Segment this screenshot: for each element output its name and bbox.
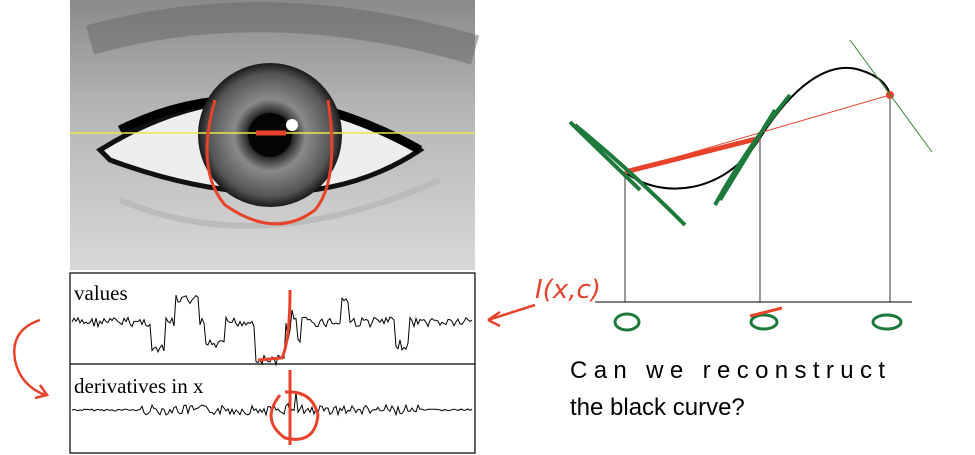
caption: Can we reconstruct [570, 357, 885, 384]
eye-photo [70, 0, 475, 270]
slide: values derivatives in x I(x,c) Can we re… [0, 0, 975, 455]
handwritten-label: I(x,c) [535, 275, 601, 305]
curve-diagram [570, 40, 932, 330]
panel-label: values [74, 281, 128, 305]
caption: the black curve? [570, 394, 745, 421]
signal-plots: values derivatives in x [14, 273, 475, 453]
panel-label: derivatives in x [74, 374, 204, 398]
